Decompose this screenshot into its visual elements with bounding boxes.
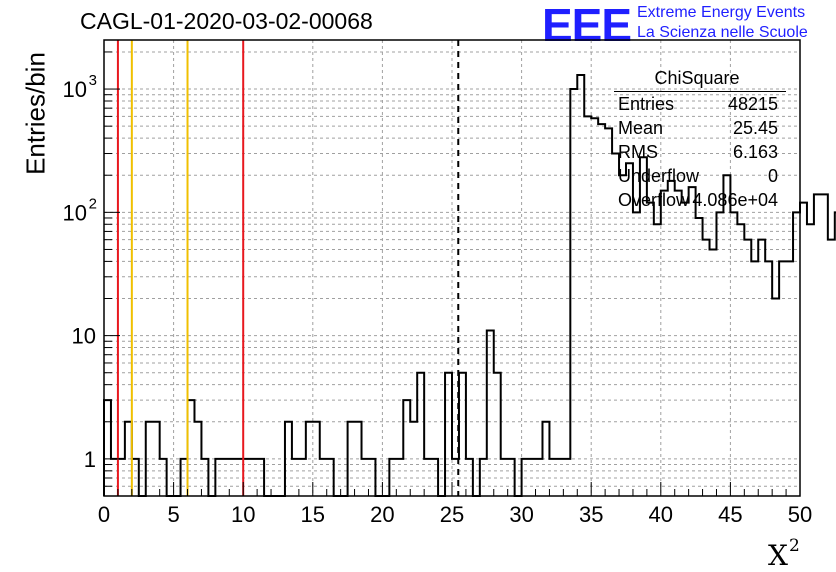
stats-value: 48215 bbox=[727, 94, 778, 114]
x-tick-label: 35 bbox=[579, 502, 603, 527]
y-tick-label: 10 bbox=[72, 324, 96, 349]
x-tick-label: 25 bbox=[440, 502, 464, 527]
chart-title: CAGL-01-2020-03-02-00068 bbox=[80, 8, 373, 34]
stats-row-mean: Mean 25.45 bbox=[618, 118, 778, 142]
x-tick-label: 15 bbox=[301, 502, 325, 527]
stats-value: 0 bbox=[767, 166, 778, 186]
stats-row-overflow: Overflow 4.086e+04 bbox=[618, 190, 778, 214]
eee-logo-line1: Extreme Energy Events bbox=[637, 4, 806, 21]
stats-title: ChiSquare bbox=[654, 68, 740, 88]
x-tick-label: 40 bbox=[649, 502, 673, 527]
x-tick-label: 0 bbox=[98, 502, 110, 527]
y-tick-exponent: 3 bbox=[89, 72, 97, 89]
stats-value: 4.086e+04 bbox=[692, 190, 778, 210]
x-tick-label: 10 bbox=[231, 502, 255, 527]
stats-key: RMS bbox=[618, 142, 658, 162]
stats-value: 6.163 bbox=[732, 142, 778, 162]
eee-logo-mark: EEE bbox=[542, 0, 632, 51]
eee-logo-line2: La Scienza nelle Scuole bbox=[637, 24, 808, 41]
y-tick-label: 10 bbox=[63, 200, 87, 225]
x-tick-label: 50 bbox=[788, 502, 812, 527]
stats-row-underflow: Underflow 0 bbox=[618, 166, 778, 190]
x-tick-label: 45 bbox=[718, 502, 742, 527]
x-axis-label: X2 bbox=[768, 536, 800, 572]
x-tick-label: 30 bbox=[509, 502, 533, 527]
stats-key: Entries bbox=[618, 94, 675, 114]
stats-row-entries: Entries 48215 bbox=[618, 94, 778, 118]
y-tick-label: 1 bbox=[84, 447, 96, 472]
stats-box: ChiSquare Entries 48215 Mean 25.45 RMS 6… bbox=[610, 66, 792, 216]
stats-row-rms: RMS 6.163 bbox=[618, 142, 778, 166]
histogram-outline bbox=[103, 74, 836, 497]
x-tick-label: 5 bbox=[167, 502, 179, 527]
stats-key: Underflow bbox=[618, 166, 700, 186]
stats-value: 25.45 bbox=[732, 118, 778, 138]
y-tick-label: 10 bbox=[63, 77, 87, 102]
stats-divider bbox=[614, 91, 786, 92]
stats-key: Overflow bbox=[618, 190, 690, 210]
x-tick-label: 20 bbox=[370, 502, 394, 527]
y-tick-exponent: 2 bbox=[89, 195, 97, 212]
stats-key: Mean bbox=[618, 118, 664, 138]
